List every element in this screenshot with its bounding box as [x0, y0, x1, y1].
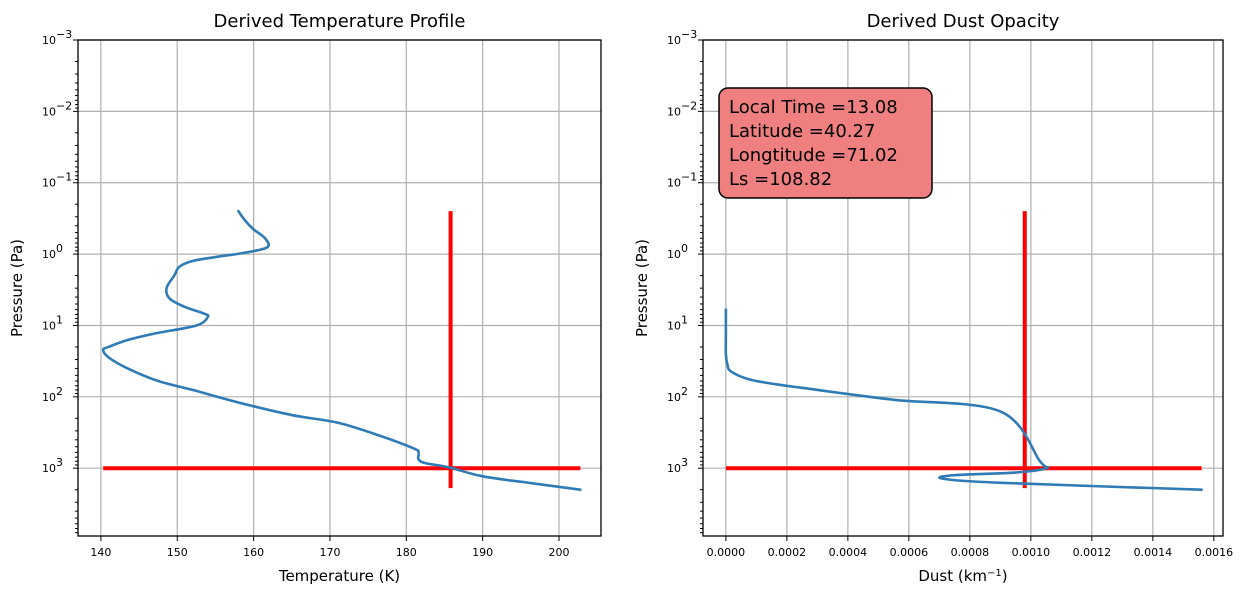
y-tick-exponent: 2: [56, 385, 63, 398]
x-tick-label: 170: [319, 546, 340, 559]
y-tick-label: 10: [42, 391, 56, 404]
profile-series-line: [101, 209, 582, 491]
chart-title: Derived Dust Opacity: [867, 11, 1060, 32]
y-tick-exponent: −2: [681, 99, 697, 112]
x-axis-label: Temperature (K): [278, 567, 400, 585]
x-tick-label: 0.0016: [1195, 546, 1234, 559]
annotation-line: Local Time =13.08: [729, 97, 898, 118]
x-axis-label: Dust (km−1): [918, 567, 1007, 585]
x-tick-label: 0.0010: [1012, 546, 1051, 559]
info-annotation-box: Local Time =13.08 Latitude =40.27 Longtitu…: [718, 87, 933, 199]
y-tick-label: 10: [42, 34, 56, 47]
y-tick-exponent: 1: [681, 313, 688, 326]
dust-chart: 0.0000 0.0002 0.0004 0.0006 0.0008 0.0010 0.00…: [633, 11, 1233, 585]
y-tick-exponent: 3: [681, 456, 688, 469]
x-tick-label: 0.0000: [707, 546, 746, 559]
y-tick-label: 10: [42, 177, 56, 190]
x-tick-label: 0.0002: [768, 546, 807, 559]
x-tick-label: 0.0004: [829, 546, 868, 559]
grid: [78, 39, 601, 536]
annotation-background: [718, 87, 933, 199]
x-tick-label: 190: [472, 546, 493, 559]
y-tick-label: 10: [667, 105, 681, 118]
annotation-line: Latitude =40.27: [729, 121, 875, 142]
y-tick-exponent: −1: [681, 171, 697, 184]
y-tick-label: 10: [42, 462, 56, 475]
y-tick-label: 10: [667, 34, 681, 47]
y-tick-exponent: 2: [681, 385, 688, 398]
annotation-line: Ls =108.82: [729, 169, 832, 190]
x-tick-label: 0.0006: [890, 546, 929, 559]
x-axis-label-suffix: ): [1002, 567, 1008, 585]
y-tick-label: 10: [42, 319, 56, 332]
x-tick-label: 0.0014: [1134, 546, 1173, 559]
y-tick-exponent: 3: [56, 456, 63, 469]
y-tick-exponent: 0: [681, 242, 688, 255]
x-tick-label: 200: [549, 546, 570, 559]
y-axis-label: Pressure (Pa): [633, 239, 651, 337]
profile-series-line: [724, 308, 1203, 491]
y-tick-exponent: −3: [56, 28, 72, 41]
y-tick-label: 10: [667, 462, 681, 475]
x-tick-label: 0.0008: [951, 546, 990, 559]
y-tick-label: 10: [42, 248, 56, 261]
y-tick-label: 10: [42, 105, 56, 118]
y-tick-label: 10: [667, 319, 681, 332]
y-tick-exponent: −3: [681, 28, 697, 41]
y-axis-label: Pressure (Pa): [8, 239, 26, 337]
y-tick-label: 10: [667, 177, 681, 190]
x-tick-label: 150: [167, 546, 188, 559]
y-tick-exponent: 1: [56, 313, 63, 326]
y-tick-exponent: −2: [56, 99, 72, 112]
x-tick-label: 180: [396, 546, 417, 559]
chart-title: Derived Temperature Profile: [214, 11, 466, 32]
y-tick-label: 10: [667, 248, 681, 261]
x-axis-label-exponent: −1: [987, 568, 1002, 579]
x-tick-label: 160: [243, 546, 264, 559]
annotation-line: Longtitude =71.02: [729, 145, 898, 166]
y-tick-exponent: −1: [56, 171, 72, 184]
y-tick-exponent: 0: [56, 242, 63, 255]
x-tick-label: 0.0012: [1073, 546, 1112, 559]
y-tick-label: 10: [667, 391, 681, 404]
x-tick-label: 140: [90, 546, 111, 559]
plot-frame: [77, 39, 602, 537]
